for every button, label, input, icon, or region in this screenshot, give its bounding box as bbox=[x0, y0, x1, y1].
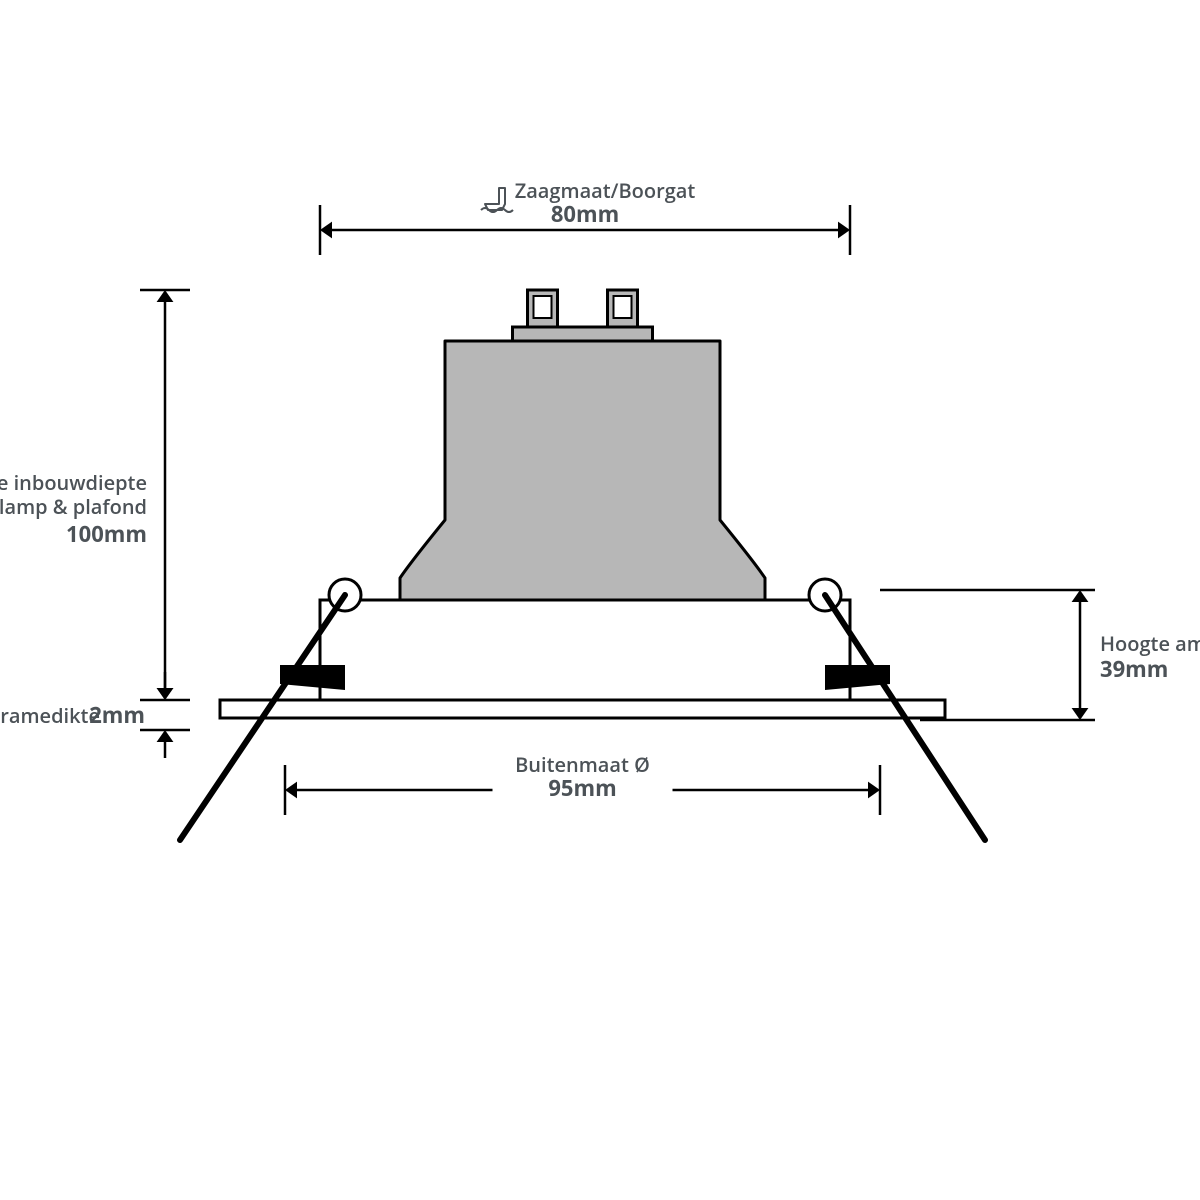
dim-h-label: Hoogte amartuur bbox=[1100, 630, 1200, 657]
arrowhead-icon bbox=[285, 782, 297, 799]
arrowhead-icon bbox=[838, 222, 850, 239]
arrowhead-icon bbox=[1072, 590, 1089, 602]
bulb-pinbase bbox=[513, 327, 653, 341]
arrowhead-icon bbox=[320, 222, 332, 239]
arrowhead-icon bbox=[157, 730, 174, 742]
dim-cut-value: 80mm bbox=[551, 199, 619, 229]
dim-outer-value: 95mm bbox=[548, 773, 616, 803]
dim-depth-label2: incl. lamp & plafond bbox=[0, 493, 147, 520]
arrowhead-icon bbox=[157, 688, 174, 700]
bulb-pin-slot bbox=[534, 296, 552, 318]
dim-frame-label: Framedikte bbox=[0, 702, 100, 729]
dim-h-value: 39mm bbox=[1100, 654, 1168, 684]
bulb-pin-slot bbox=[614, 296, 632, 318]
dim-depth-value: 100mm bbox=[66, 519, 147, 549]
fixture-flange bbox=[220, 700, 945, 718]
saw-icon bbox=[485, 188, 505, 210]
arrowhead-icon bbox=[157, 290, 174, 302]
arrowhead-icon bbox=[1072, 708, 1089, 720]
dim-depth-label1: Benodigde inbouwdiepte bbox=[0, 469, 147, 496]
arrowhead-icon bbox=[868, 782, 880, 799]
saw-icon bbox=[481, 208, 513, 212]
fixture-collar bbox=[320, 600, 850, 700]
dim-frame-value: 2mm bbox=[89, 700, 145, 730]
bulb-body bbox=[400, 341, 765, 620]
